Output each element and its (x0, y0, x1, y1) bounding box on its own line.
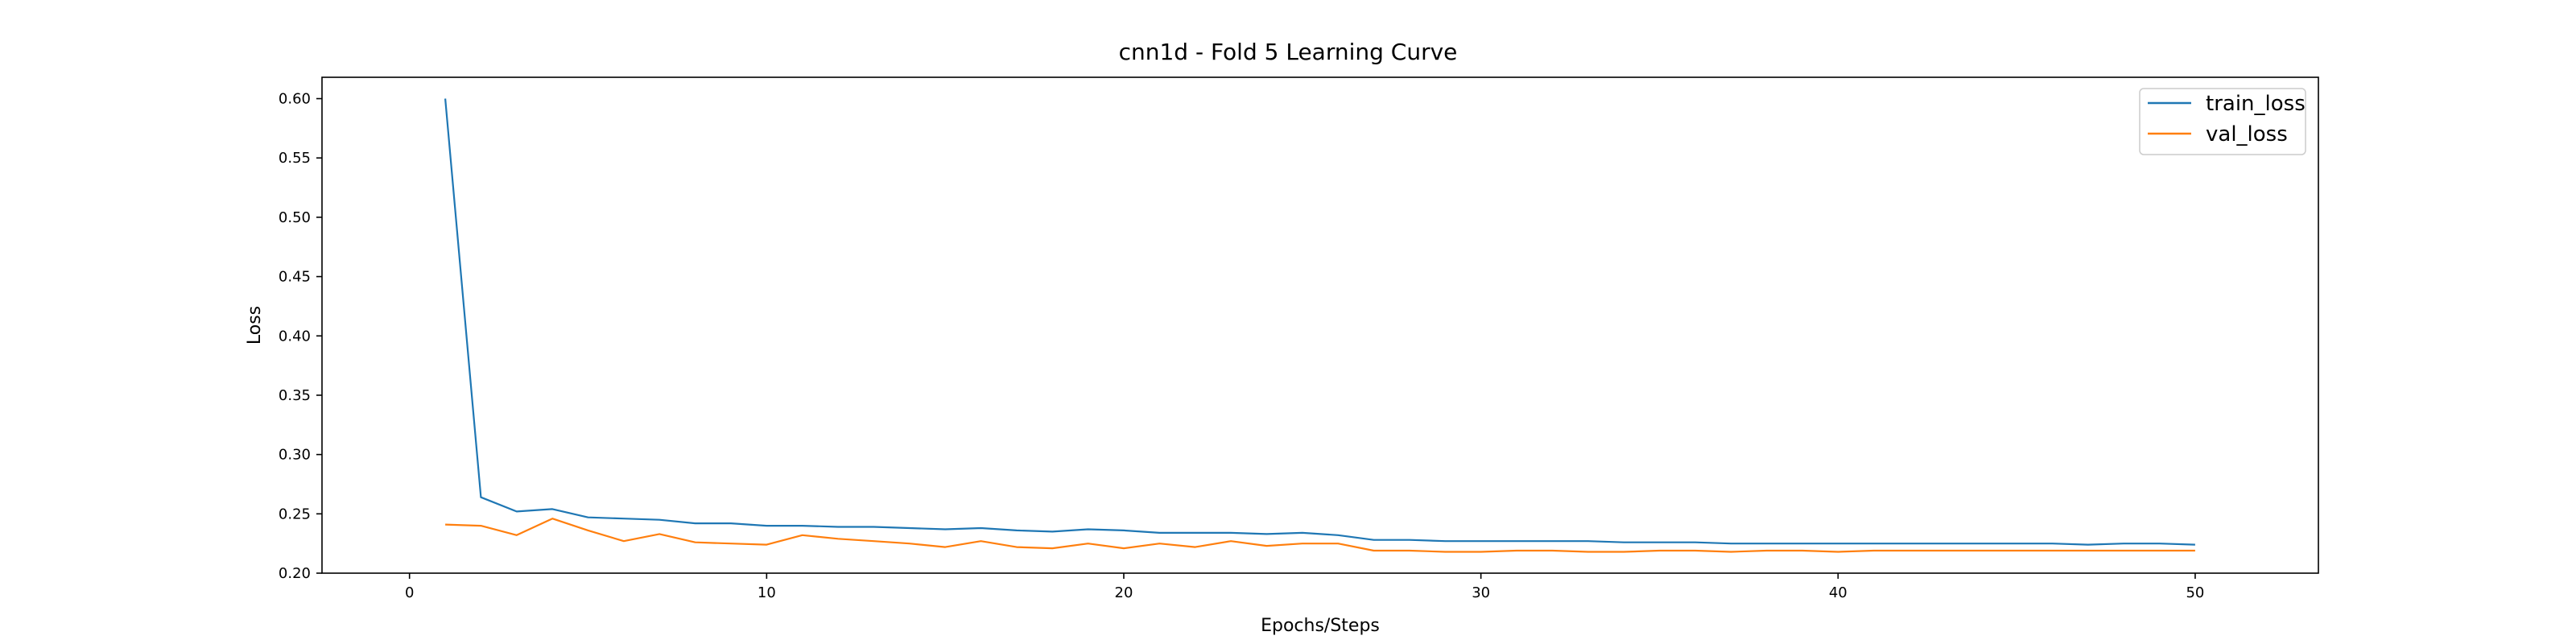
y-tick-label: 0.40 (279, 328, 311, 345)
y-axis: 0.20 0.25 0.30 0.35 0.40 0.45 0.50 0.55 0.60 (279, 91, 322, 582)
y-axis-label: Loss (245, 306, 265, 345)
plot-area (321, 76, 2319, 574)
series-line-val-loss (445, 518, 2195, 553)
y-tick-label: 0.55 (279, 150, 311, 167)
legend-box (2139, 88, 2306, 155)
x-tick-label: 50 (2186, 584, 2204, 601)
series-line-train-loss (444, 98, 2195, 546)
chart-title: cnn1d - Fold 5 Learning Curve (1119, 39, 1458, 65)
y-tick-label: 0.50 (279, 209, 311, 226)
y-tick-label: 0.20 (279, 565, 311, 582)
x-axis: 0 10 20 30 40 50 (405, 573, 2204, 601)
y-tick-label: 0.45 (279, 269, 311, 286)
x-tick-label: 0 (405, 584, 414, 601)
legend-label-val-loss: val_loss (2206, 122, 2288, 147)
y-tick-label: 0.30 (279, 447, 311, 464)
series-layer (444, 98, 2195, 553)
legend-label-train-loss: train_loss (2206, 92, 2306, 116)
x-tick-label: 10 (758, 584, 776, 601)
x-tick-label: 30 (1472, 584, 1490, 601)
x-tick-label: 20 (1115, 584, 1133, 601)
y-tick-label: 0.35 (279, 387, 311, 404)
x-tick-label: 40 (1829, 584, 1847, 601)
y-tick-label: 0.25 (279, 506, 311, 522)
legend: train_loss val_loss (2139, 88, 2306, 155)
x-axis-label: Epochs/Steps (1261, 616, 1380, 636)
y-tick-label: 0.60 (279, 91, 311, 108)
